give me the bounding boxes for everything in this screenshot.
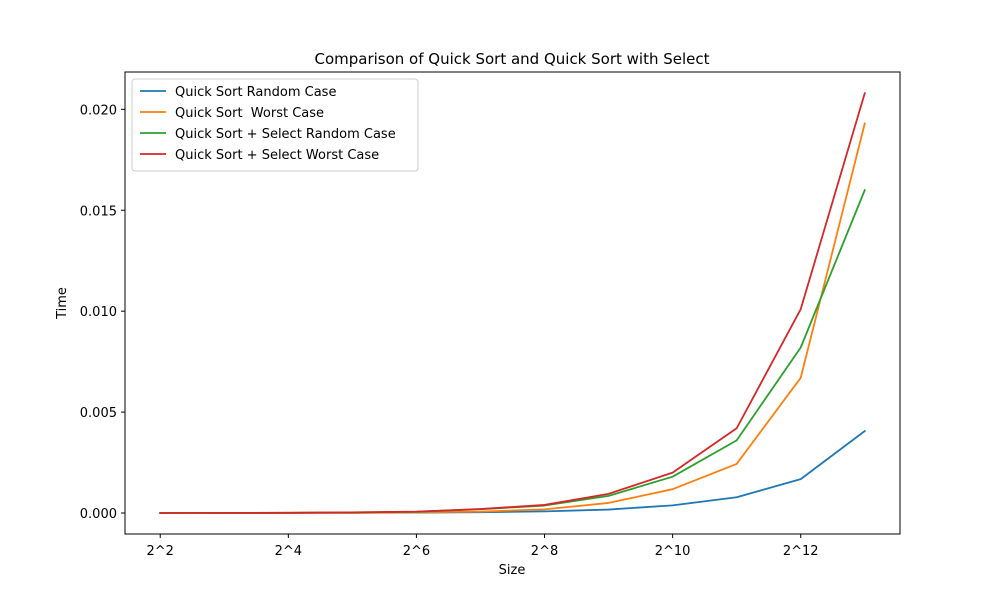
y-tick-label: 0.010	[80, 305, 117, 320]
x-tick-label: 2^12	[783, 544, 819, 559]
x-tick-label: 2^4	[275, 544, 302, 559]
y-tick-label: 0.000	[80, 507, 117, 522]
series-line-4	[159, 92, 866, 514]
x-axis: 2^2 2^4 2^6 2^8 2^10 2^12	[147, 534, 819, 559]
axes-frame	[124, 71, 901, 535]
x-tick-label: 2^2	[147, 544, 174, 559]
chart-title: Comparison of Quick Sort and Quick Sort …	[314, 50, 709, 68]
x-axis-label: Size	[499, 563, 526, 578]
legend: Quick Sort Random Case Quick Sort Worst C…	[131, 78, 419, 172]
x-tick-label: 2^10	[655, 544, 691, 559]
legend-label: Quick Sort Random Case	[175, 85, 336, 100]
legend-box	[131, 78, 419, 172]
x-tick-label: 2^6	[403, 544, 430, 559]
y-tick-label: 0.020	[80, 103, 117, 118]
legend-label: Quick Sort Worst Case	[175, 106, 324, 121]
series-group	[159, 92, 867, 514]
y-axis-label: Time	[55, 287, 70, 320]
y-tick-label: 0.015	[80, 204, 117, 219]
x-tick-label: 2^8	[531, 544, 558, 559]
y-axis: 0.000 0.005 0.010 0.015 0.020	[80, 103, 125, 522]
legend-label: Quick Sort + Select Random Case	[175, 127, 396, 142]
y-tick-label: 0.005	[80, 406, 117, 421]
legend-label: Quick Sort + Select Worst Case	[175, 148, 379, 163]
